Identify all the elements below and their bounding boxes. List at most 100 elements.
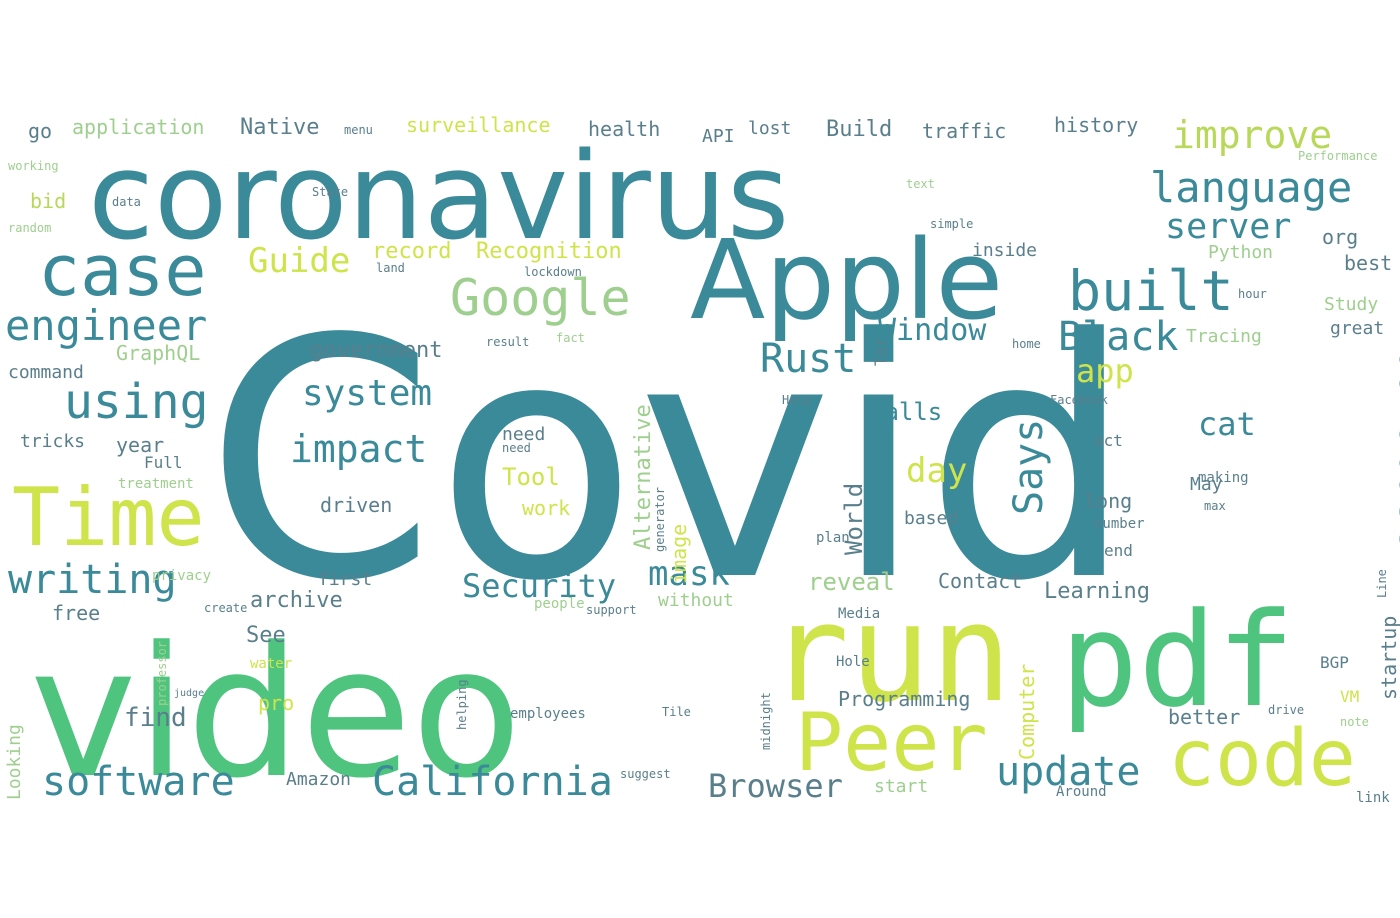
word-making: making [1198, 470, 1249, 486]
word-go: go [28, 119, 52, 143]
word-performance: Performance [1298, 149, 1377, 163]
word-startup: startup [1377, 616, 1400, 700]
word-alternative: Alternative [631, 404, 656, 550]
word-language: language [1150, 163, 1352, 212]
word-without: without [658, 590, 734, 611]
word-world: World [840, 483, 868, 555]
word-government: government [310, 338, 442, 363]
word-work: work [522, 496, 570, 520]
word-need: need [502, 441, 531, 455]
word-traffic: traffic [922, 119, 1006, 143]
word-calls: calls [870, 398, 942, 426]
word-need: need [502, 424, 545, 445]
word-built: built [1068, 259, 1234, 323]
word-data: data [112, 195, 141, 209]
word-coronavirus: coronavirus [88, 128, 789, 267]
word-media: Media [838, 606, 880, 622]
word-tricks: tricks [20, 431, 85, 452]
word-inside: inside [972, 240, 1037, 261]
word-fact: fact [556, 331, 585, 345]
word-bid: bid [30, 189, 66, 213]
word-time: Time [12, 471, 205, 564]
word-native: Native [240, 115, 319, 140]
word-free: free [52, 601, 100, 625]
word-lost: lost [748, 118, 791, 139]
word-support: support [586, 603, 637, 617]
word-line: Line [1375, 569, 1389, 598]
word-apple: Apple [690, 216, 1003, 344]
word-california: California [372, 759, 613, 805]
word-pro: pro [258, 691, 294, 715]
word-black: Black [1058, 314, 1178, 360]
word-case: case [38, 230, 207, 312]
word-working: working [8, 159, 59, 173]
word-mask: mask [648, 554, 730, 594]
word-link: link [1356, 790, 1390, 806]
word-best: best [1344, 251, 1392, 275]
word-facebook: Facebook [1050, 393, 1109, 407]
word-home: home [1012, 337, 1041, 351]
word-impact: impact [290, 427, 427, 471]
word-covid: Covid [205, 269, 1134, 653]
word-driven: driven [320, 493, 392, 517]
word-security: Security [462, 567, 616, 605]
word-people: people [534, 596, 585, 612]
word-note: note [1340, 715, 1369, 729]
word-lockdown: lockdown [524, 265, 582, 279]
word-start: start [874, 776, 928, 797]
word-engineer: engineer [5, 301, 207, 350]
word-contact: Contact [938, 569, 1022, 593]
word-midnight: midnight [759, 692, 773, 750]
word-suggest: suggest [620, 767, 671, 781]
word-graphql: GraphQL [116, 341, 200, 365]
word-privacy: privacy [152, 568, 211, 584]
word-hour: hour [1238, 287, 1267, 301]
word-number: number [1094, 516, 1145, 532]
word-cat: cat [1198, 405, 1256, 443]
word-amazon: Amazon [286, 769, 351, 790]
word-health: health [588, 117, 660, 141]
word-pdf: pdf [1060, 584, 1295, 736]
word-menu: menu [344, 123, 373, 137]
word-water: water [250, 656, 292, 672]
word-tool: Tool [502, 463, 560, 491]
word-rust: Rust [760, 336, 856, 382]
word-max: max [1204, 499, 1226, 513]
word-video: video [30, 609, 522, 818]
word-treatment: treatment [118, 476, 194, 492]
word-day: day [906, 451, 967, 491]
word-better: better [1168, 705, 1240, 729]
word-org: org [1322, 225, 1358, 249]
word-long: long [1084, 489, 1132, 513]
word-peer: Peer [795, 696, 988, 789]
word-tor: Tor [871, 337, 890, 366]
word-employees: employees [510, 706, 586, 722]
word-writing: writing [8, 557, 177, 603]
word-result: result [486, 335, 529, 349]
word-text: text [906, 177, 935, 191]
word-browser: Browser [708, 767, 843, 805]
word-python: Python [1208, 242, 1273, 263]
word-create: create [204, 601, 247, 615]
word-says: Says [1006, 419, 1052, 515]
word-computer: Computer [1015, 664, 1039, 760]
word-google: Google [450, 269, 631, 327]
word-guide: Guide [248, 241, 350, 281]
word-land: land [376, 261, 405, 275]
word-plan: plan [816, 530, 850, 546]
word-year: year [116, 433, 164, 457]
word-see: See [246, 623, 286, 648]
word-database: database [1390, 348, 1400, 550]
word-helping: helping [455, 679, 469, 730]
word-run: run [768, 575, 1012, 732]
word-build: Build [826, 117, 892, 142]
word-bgp: BGP [1320, 653, 1349, 672]
word-api: API [702, 126, 735, 147]
word-learning: Learning [1044, 579, 1150, 604]
word-software: software [42, 759, 235, 805]
word-surveillance: surveillance [406, 113, 551, 137]
word-update: update [996, 749, 1141, 795]
word-tile: Tile [662, 705, 691, 719]
